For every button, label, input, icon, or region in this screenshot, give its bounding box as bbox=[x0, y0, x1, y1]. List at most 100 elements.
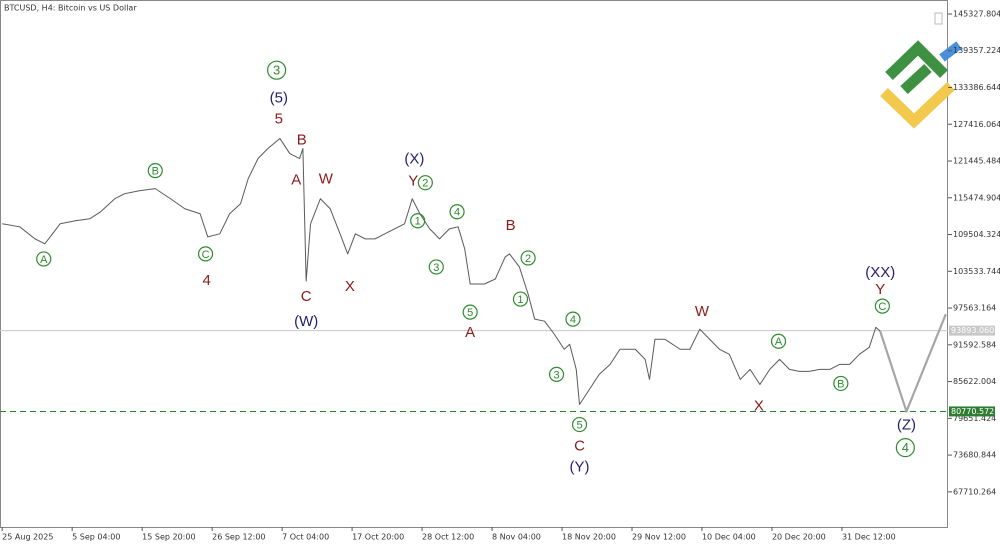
level-label-bg bbox=[949, 325, 995, 336]
wave-label: C bbox=[301, 288, 312, 305]
logo-green-2 bbox=[900, 63, 932, 95]
wave-label: 5 bbox=[571, 416, 588, 433]
wave-label: 4 bbox=[565, 311, 581, 327]
wave-text: 4 bbox=[202, 272, 210, 289]
x-tick-label: 7 Oct 04:00 bbox=[282, 533, 329, 542]
wave-circle bbox=[36, 251, 52, 267]
wave-circle bbox=[462, 304, 478, 320]
wave-label: (XX) bbox=[865, 264, 895, 281]
wave-text: 2 bbox=[422, 178, 428, 190]
y-tick-label: 145327.804 bbox=[953, 9, 1000, 18]
wave-label: B bbox=[506, 217, 516, 234]
wave-text: 1 bbox=[517, 294, 523, 306]
wave-label: 5 bbox=[462, 304, 478, 320]
wave-label: A bbox=[770, 333, 787, 349]
wave-label: (5) bbox=[270, 89, 288, 106]
x-tick-label: 31 Dec 12:00 bbox=[842, 533, 896, 542]
level-label: 93893.060 bbox=[951, 326, 994, 335]
x-tick-label: 10 Dec 04:00 bbox=[702, 533, 756, 542]
wave-circle bbox=[410, 213, 426, 229]
chart-title: BTCUSD, H4: Bitcoin vs US Dollar bbox=[4, 4, 137, 13]
wave-text: (Z) bbox=[897, 417, 916, 434]
wave-text: X bbox=[754, 398, 764, 415]
wave-label: 3 bbox=[267, 60, 287, 80]
wave-label: X bbox=[754, 398, 764, 415]
logo-green bbox=[885, 40, 948, 80]
y-tick-label: 97563.164 bbox=[953, 304, 996, 313]
y-tick-label: 115474.904 bbox=[953, 193, 1000, 202]
wave-label: 4 bbox=[895, 438, 915, 458]
wave-text: 4 bbox=[570, 314, 576, 326]
wave-label: Y bbox=[875, 281, 885, 298]
wave-text: Y bbox=[875, 281, 885, 298]
wave-text: W bbox=[319, 171, 334, 188]
wave-circle bbox=[833, 375, 849, 392]
wave-label: B bbox=[147, 162, 163, 179]
wave-text: C bbox=[878, 301, 886, 313]
wave-circle bbox=[565, 311, 581, 327]
wave-circle bbox=[770, 333, 787, 349]
wave-circle bbox=[449, 204, 465, 220]
level-label-bg bbox=[949, 406, 995, 417]
x-tick-label: 18 Nov 20:00 bbox=[562, 533, 616, 542]
wave-label: C bbox=[197, 246, 214, 262]
x-tick-label: 26 Sep 12:00 bbox=[212, 533, 265, 542]
wave-label: W bbox=[695, 303, 710, 320]
x-tick-label: 8 Nov 04:00 bbox=[492, 533, 541, 542]
y-tick-label: 121445.484 bbox=[953, 157, 1000, 166]
y-tick-label: 91592.584 bbox=[953, 340, 996, 349]
wave-label: B bbox=[297, 131, 307, 148]
x-tick-label: 15 Sep 20:00 bbox=[142, 533, 195, 542]
wave-label: W bbox=[319, 171, 334, 188]
wave-label: A bbox=[291, 172, 301, 189]
wave-label: 5 bbox=[275, 110, 283, 127]
wave-label: C bbox=[874, 298, 890, 314]
y-tick-label: 109504.324 bbox=[953, 230, 1000, 239]
wave-circle bbox=[147, 162, 163, 179]
x-tick-label: 5 Sep 04:00 bbox=[72, 533, 120, 542]
wave-text: (5) bbox=[270, 89, 288, 106]
y-tick-label: 85622.004 bbox=[953, 377, 996, 386]
wave-text: W bbox=[695, 303, 710, 320]
wave-label: 4 bbox=[449, 204, 465, 220]
x-tick-label: 20 Dec 20:00 bbox=[772, 533, 826, 542]
wave-circle bbox=[548, 366, 565, 382]
wave-text: B bbox=[506, 217, 516, 234]
wave-circle bbox=[874, 298, 890, 314]
wave-text: 5 bbox=[275, 110, 283, 127]
wave-label: 3 bbox=[548, 366, 565, 382]
y-tick-label: 67710.264 bbox=[953, 487, 996, 496]
logo-yellow bbox=[880, 82, 955, 129]
wave-text: 4 bbox=[902, 440, 909, 455]
wave-label: X bbox=[345, 278, 355, 295]
wave-label: 3 bbox=[428, 259, 444, 275]
wave-label: B bbox=[833, 375, 849, 392]
wave-text: A bbox=[291, 172, 301, 189]
wave-circle bbox=[520, 250, 536, 266]
logo-blue bbox=[939, 41, 962, 62]
wave-label: (Y) bbox=[570, 459, 590, 476]
wave-label: 2 bbox=[520, 250, 536, 266]
wave-text: (Y) bbox=[570, 459, 590, 476]
level-label: 80770.572 bbox=[951, 407, 994, 416]
wave-text: A bbox=[775, 336, 783, 348]
wave-text: Y bbox=[408, 173, 418, 190]
y-tick-label: 139357.224 bbox=[953, 46, 1000, 55]
wave-label: (Z) bbox=[897, 417, 916, 434]
projection-line bbox=[879, 313, 947, 413]
wave-text: 5 bbox=[576, 419, 582, 431]
scroll-icon[interactable] bbox=[934, 12, 943, 25]
wave-text: 3 bbox=[433, 262, 439, 274]
wave-circle bbox=[895, 438, 915, 458]
wave-text: 1 bbox=[415, 216, 421, 228]
wave-text: 5 bbox=[467, 307, 473, 319]
wave-label: 1 bbox=[410, 213, 426, 229]
wave-label: 4 bbox=[202, 272, 210, 289]
wave-label: 2 bbox=[417, 175, 433, 191]
logo bbox=[880, 40, 962, 129]
wave-circle bbox=[428, 259, 444, 275]
y-tick-label: 133386.644 bbox=[953, 83, 1000, 92]
wave-text: C bbox=[574, 438, 585, 455]
wave-label: (X) bbox=[404, 150, 424, 167]
